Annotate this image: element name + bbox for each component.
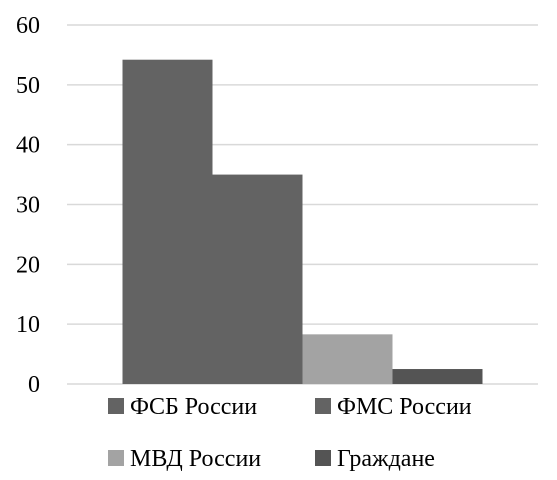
legend-swatch [108,398,124,414]
bar [212,174,303,384]
y-tick-label: 10 [16,312,40,338]
y-tick-label: 60 [16,13,40,39]
bar [122,59,213,384]
y-tick-label: 30 [16,193,40,219]
bar [302,334,393,384]
legend-label: ФМС России [337,394,472,420]
y-tick-label: 50 [16,73,40,99]
legend-label: Граждане [337,446,435,472]
legend-swatch [108,450,124,466]
legend-label: МВД России [130,446,261,472]
y-tick-label: 0 [28,372,40,398]
legend-label: ФСБ России [130,394,257,420]
y-tick-label: 40 [16,133,40,159]
legend-swatch [315,398,331,414]
bar [392,369,483,384]
y-tick-label: 20 [16,252,40,278]
legend-swatch [315,450,331,466]
